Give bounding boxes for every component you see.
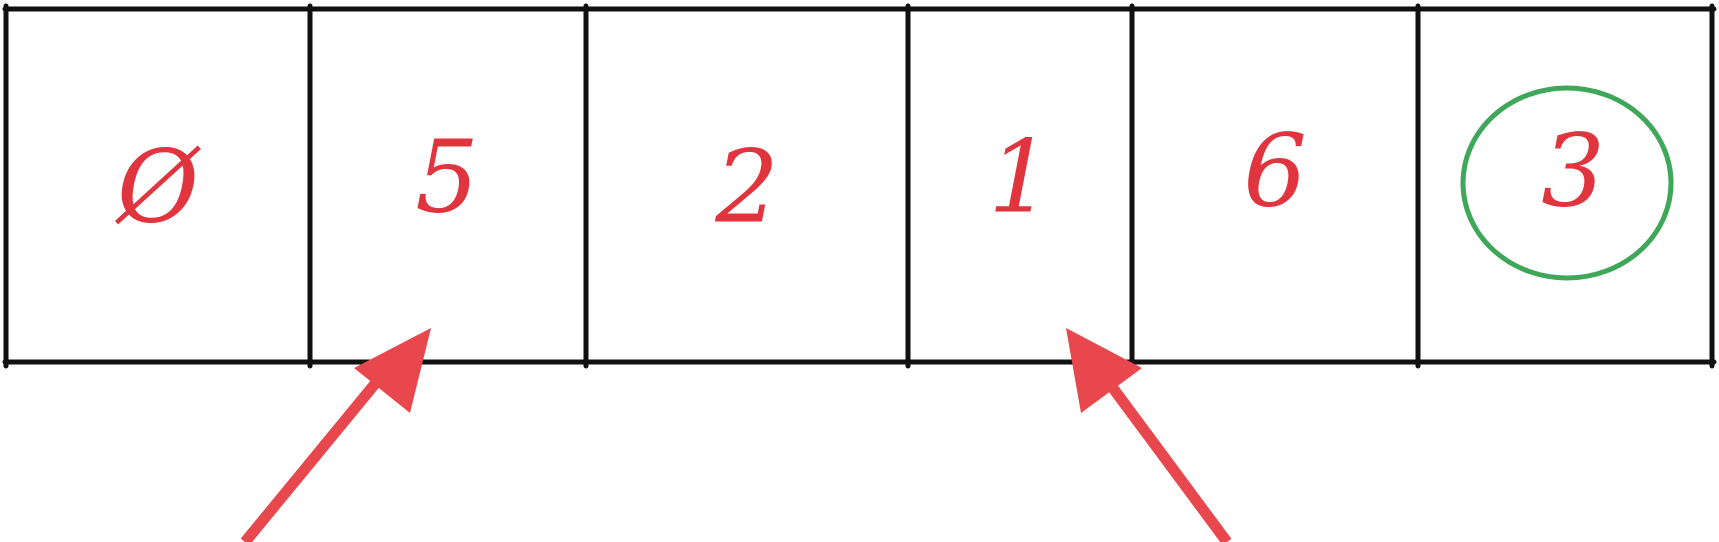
cell-value: 3 (1541, 113, 1605, 230)
left-pointer-arrow (240, 328, 431, 542)
cell-value: 2 (714, 129, 779, 246)
highlight-circle (1460, 85, 1674, 281)
right-pointer-arrow (1066, 328, 1232, 542)
array-grid (2, 3, 1717, 369)
cell-value: 6 (1243, 113, 1307, 230)
cell-value: Ø (114, 129, 201, 246)
left-pointer-head (354, 328, 431, 413)
cell-value: 1 (988, 119, 1052, 236)
cell-value: 5 (415, 119, 479, 236)
left-pointer-shaft (240, 364, 393, 542)
array-cell-values: Ø 5 2 1 6 3 (114, 113, 1605, 246)
right-pointer-head (1066, 328, 1142, 413)
right-pointer-shaft (1096, 368, 1232, 542)
